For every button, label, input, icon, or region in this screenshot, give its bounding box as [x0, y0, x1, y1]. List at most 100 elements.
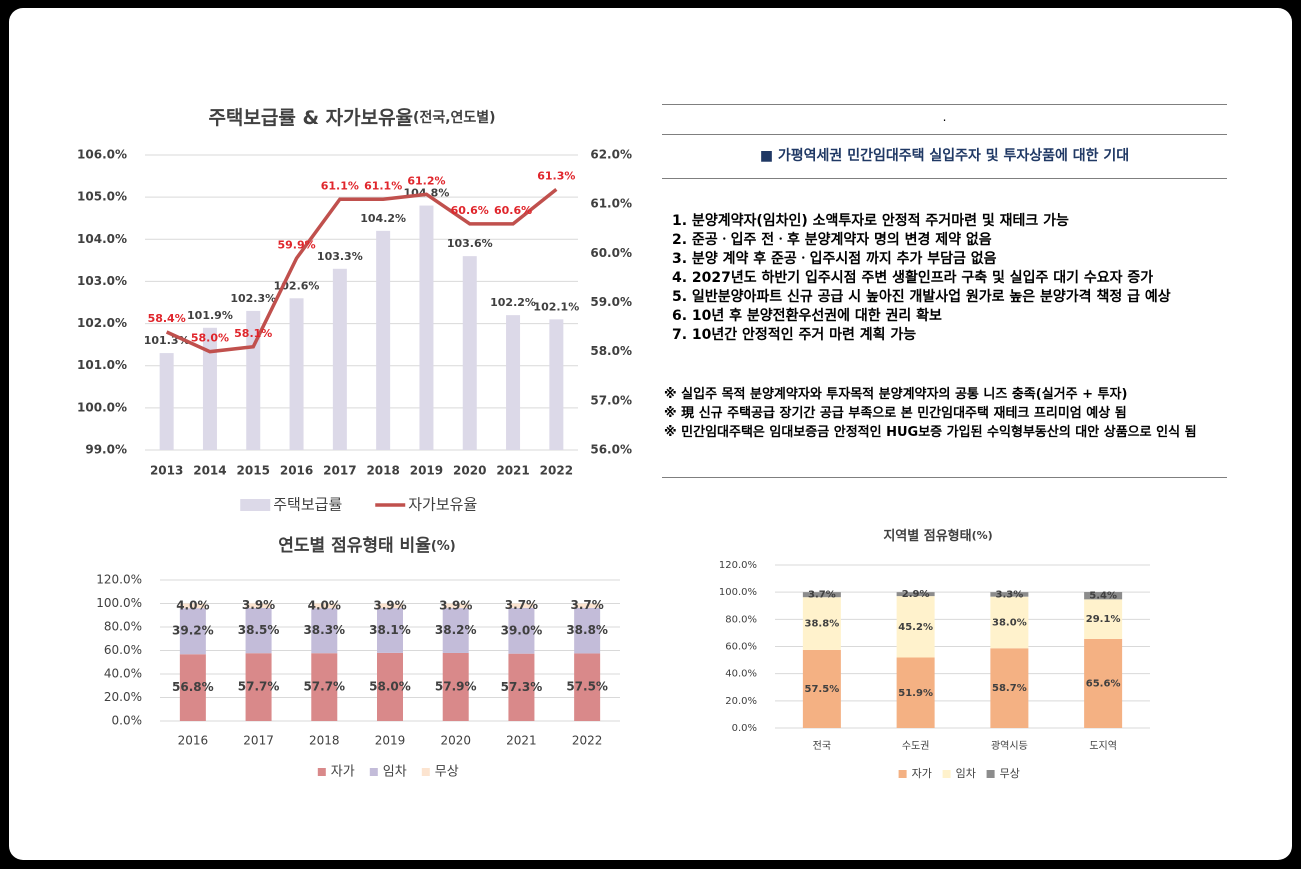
data-label: 38.0% [992, 617, 1027, 628]
y2-tick-label: 56.0% [590, 443, 632, 457]
data-label: 61.1% [321, 179, 359, 192]
rule [662, 477, 1227, 478]
rule [662, 134, 1227, 135]
x-tick-label: 2022 [540, 464, 573, 478]
bar-segment [311, 653, 338, 721]
y-tick-label: 0.0% [112, 714, 143, 728]
y-tick-label: 100.0% [96, 596, 142, 610]
data-label: 103.3% [317, 250, 363, 263]
data-label: 102.2% [490, 296, 536, 309]
data-label: 58.0% [191, 332, 229, 345]
data-label: 38.5% [238, 623, 280, 637]
x-tick-label: 2020 [453, 464, 486, 478]
chart-title: 주택보급률 & 자가보유율(전국,연도별) [208, 107, 495, 129]
bar-segment [377, 608, 403, 653]
legend-swatch [986, 770, 995, 778]
data-label: 38.2% [435, 623, 477, 637]
y-tick-label: 20.0% [104, 690, 142, 704]
bar-segment [377, 603, 403, 609]
bar [332, 268, 347, 450]
chart-title: 지역별 점유형태(%) [883, 528, 992, 544]
note: ※ 실입주 목적 분양계약자와 투자목적 분양계약자의 공통 니즈 충족(실거주… [664, 387, 1128, 402]
data-label: 2.9% [902, 589, 930, 600]
bar [376, 230, 391, 450]
line [165, 188, 558, 354]
y-tick-label: 40.0% [725, 669, 757, 680]
bar-segment [896, 592, 935, 597]
data-label: 38.1% [369, 623, 411, 637]
data-label: 38.8% [805, 619, 840, 630]
bar-segment [508, 603, 535, 608]
x-tick-label: 2017 [243, 734, 274, 748]
data-label: 58.0% [369, 679, 411, 693]
y-tick-label: 106.0% [77, 148, 127, 162]
x-tick-label: 2018 [366, 464, 399, 478]
y-tick-label: 100.0% [719, 587, 757, 598]
bar-segment [896, 657, 935, 728]
data-label: 59.9% [277, 238, 315, 251]
data-label: 58.4% [148, 312, 186, 325]
text-panel: . ■ 가평역세권 민간임대주택 실입주자 및 투자상품에 대한 기대 1. 분… [662, 104, 1227, 478]
data-label: 3.7% [571, 598, 604, 612]
bar-segment [245, 607, 272, 654]
panel-header: . [942, 110, 947, 124]
y-tick-label: 105.0% [77, 190, 127, 204]
x-tick-label: 2021 [506, 734, 537, 748]
legend-swatch [369, 768, 378, 776]
bar [549, 319, 564, 450]
legend-label: 자가보유율 [408, 496, 477, 514]
item: 5. 일반분양아파트 신규 공급 시 높아진 개발사업 원가로 높은 분양가격 … [672, 289, 1171, 305]
data-label: 60.6% [494, 204, 532, 217]
title: 주택보급률 & 자가보유율 [208, 107, 413, 129]
item: 3. 분양 계약 후 준공ㆍ입주시점 까지 추가 부담금 없음 [672, 251, 997, 267]
data-label: 51.9% [898, 688, 933, 699]
legend-label: 무상 [435, 765, 459, 780]
bar [506, 315, 521, 450]
legend-swatch [421, 768, 430, 776]
y2-tick-label: 62.0% [590, 148, 632, 162]
data-label: 56.8% [172, 680, 214, 694]
y-tick-label: 99.0% [85, 443, 127, 457]
data-label: 58.7% [992, 683, 1027, 694]
bar [202, 327, 217, 450]
data-label: 57.9% [435, 679, 477, 693]
x-tick-label: 2016 [280, 464, 313, 478]
bar-segment [802, 597, 841, 650]
y-tick-label: 104.0% [77, 232, 127, 246]
data-label: 4.0% [308, 598, 341, 612]
y-tick-label: 0.0% [732, 723, 757, 734]
data-label: 39.2% [172, 624, 214, 638]
item: 4. 2027년도 하반기 입주시점 주변 생활인프라 구축 및 실입주 대기 … [672, 270, 1154, 286]
legend-label: 자가 [912, 767, 932, 780]
legend-label: 주택보급률 [273, 496, 342, 514]
bar-segment [442, 603, 469, 609]
bar-segment [508, 607, 535, 654]
data-label: 101.9% [187, 309, 233, 322]
y-tick-label: 103.0% [77, 274, 127, 288]
item: 1. 분양계약자(임차인) 소액투자로 안정적 주거마련 및 재테크 가능 [672, 213, 1069, 229]
subtitle: (%) [431, 539, 456, 554]
x-tick-label: 도지역 [1089, 740, 1117, 752]
data-label: 102.3% [230, 292, 276, 305]
legend-swatch [942, 770, 951, 778]
y-tick-label: 20.0% [725, 696, 757, 707]
legend-label: 자가 [331, 765, 355, 780]
x-tick-label: 2018 [309, 734, 340, 748]
note-list: ※ 실입주 목적 분양계약자와 투자목적 분양계약자의 공통 니즈 충족(실거주… [664, 385, 1224, 442]
bar-segment [245, 603, 272, 608]
y-tick-label: 120.0% [96, 573, 142, 587]
bar-segment [179, 608, 206, 655]
x-tick-label: 2014 [193, 464, 226, 478]
data-label: 65.6% [1086, 678, 1121, 689]
y2-tick-label: 60.0% [590, 246, 632, 260]
x-tick-label: 전국 [813, 740, 831, 752]
legend-label: 임차 [383, 765, 407, 780]
bar-segment [1084, 638, 1123, 728]
bar-segment [245, 653, 272, 721]
data-label: 4.0% [176, 598, 209, 612]
data-label: 5.4% [1089, 591, 1117, 602]
y2-tick-label: 59.0% [590, 295, 632, 309]
x-tick-label: 수도권 [902, 740, 930, 752]
